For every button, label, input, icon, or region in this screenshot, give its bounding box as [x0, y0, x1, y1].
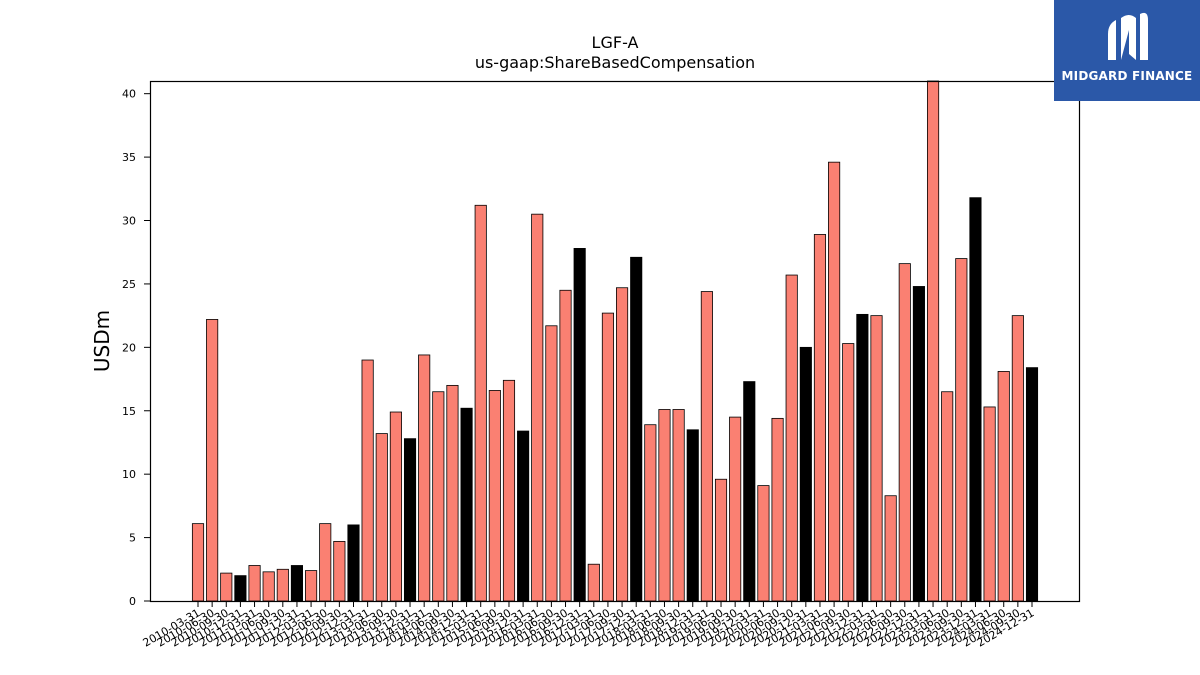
bar-2017-03-31: [587, 563, 600, 602]
bar-2024-06-30: [997, 371, 1010, 602]
bar-2015-03-31: [474, 204, 487, 602]
bar-2012-03-31: [305, 570, 318, 602]
bar-2018-09-30: [672, 409, 685, 602]
bar-2020-12-31: [799, 346, 812, 602]
bar-2017-12-31: [630, 256, 643, 602]
bar-2023-12-31: [969, 197, 982, 602]
bar-2014-06-30: [432, 391, 445, 602]
bar-2016-03-31: [531, 213, 544, 602]
plot-frame: [149, 80, 1081, 603]
bar-2010-09-30: [220, 572, 233, 602]
bar-2013-09-30: [389, 411, 402, 602]
bar-2015-12-31: [517, 430, 530, 602]
bar-2013-12-31: [403, 438, 417, 602]
bar-2018-12-31: [686, 429, 699, 602]
bar-2010-03-31: [191, 523, 205, 602]
y-tick-label: 5: [129, 532, 136, 545]
bar-2012-12-31: [347, 524, 360, 602]
bar-2021-12-31: [856, 313, 869, 602]
bar-2020-03-31: [757, 485, 770, 602]
y-tick-label: 35: [122, 151, 136, 164]
chart-title: LGF-A: [592, 33, 639, 52]
bar-2021-03-31: [813, 234, 827, 602]
bar-2017-06-30: [601, 312, 614, 602]
bar-2010-06-30: [206, 319, 219, 602]
bar-2018-06-30: [658, 409, 671, 602]
bar-2023-09-30: [955, 258, 968, 602]
bar-2010-12-31: [234, 575, 247, 602]
chart-subtitle: us-gaap:ShareBasedCompensation: [475, 53, 755, 72]
bar-2013-06-30: [375, 433, 388, 602]
bar-2015-09-30: [502, 379, 516, 602]
bar-2014-03-31: [418, 354, 431, 602]
bar-2015-06-30: [488, 390, 501, 602]
y-tick-label: 40: [122, 88, 136, 101]
bar-2023-06-30: [941, 391, 954, 602]
bar-2019-12-31: [743, 381, 756, 602]
y-tick-label: 10: [122, 468, 136, 481]
bar-2019-06-30: [714, 478, 728, 602]
midgard-logo-icon: [1108, 12, 1148, 60]
bar-2016-06-30: [545, 325, 558, 602]
bar-2012-09-30: [333, 540, 346, 602]
bar-2022-06-30: [884, 495, 897, 602]
bar-2021-09-30: [842, 343, 855, 602]
bar-2018-03-31: [644, 424, 657, 602]
y-tick-label: 30: [122, 215, 136, 228]
bar-2016-12-31: [573, 248, 586, 602]
bar-2023-03-31: [927, 80, 940, 602]
bar-2014-12-31: [460, 407, 473, 602]
bar-2020-06-30: [771, 417, 784, 602]
y-tick-label: 25: [122, 278, 136, 291]
bar-2017-09-30: [616, 287, 629, 602]
bar-2022-09-30: [898, 263, 911, 602]
bar-2020-09-30: [785, 274, 798, 602]
bar-2011-09-30: [276, 568, 289, 602]
bar-2011-12-31: [290, 565, 304, 602]
y-axis-label: USDm: [90, 310, 114, 372]
bar-2024-12-31: [1025, 367, 1039, 602]
bar-2011-06-30: [262, 571, 275, 602]
bar-2016-09-30: [559, 289, 572, 602]
logo-text: MIDGARD FINANCE: [1061, 69, 1193, 83]
y-tick-label: 20: [122, 341, 136, 354]
y-tick-label: 15: [122, 405, 136, 418]
bar-2011-03-31: [248, 565, 261, 602]
bar-2019-09-30: [729, 416, 742, 602]
y-tick-label: 0: [129, 595, 136, 608]
bar-2022-03-31: [870, 315, 883, 602]
bar-2014-09-30: [446, 384, 459, 602]
bar-2012-06-30: [319, 523, 332, 602]
bar-2024-09-30: [1011, 315, 1024, 602]
midgard-finance-logo: MIDGARD FINANCE: [1054, 0, 1200, 101]
bar-2022-12-31: [912, 286, 925, 602]
bar-2019-03-31: [700, 291, 713, 602]
bar-2024-03-31: [983, 406, 996, 602]
bar-2013-03-31: [361, 359, 374, 602]
bar-2021-06-30: [828, 161, 841, 602]
